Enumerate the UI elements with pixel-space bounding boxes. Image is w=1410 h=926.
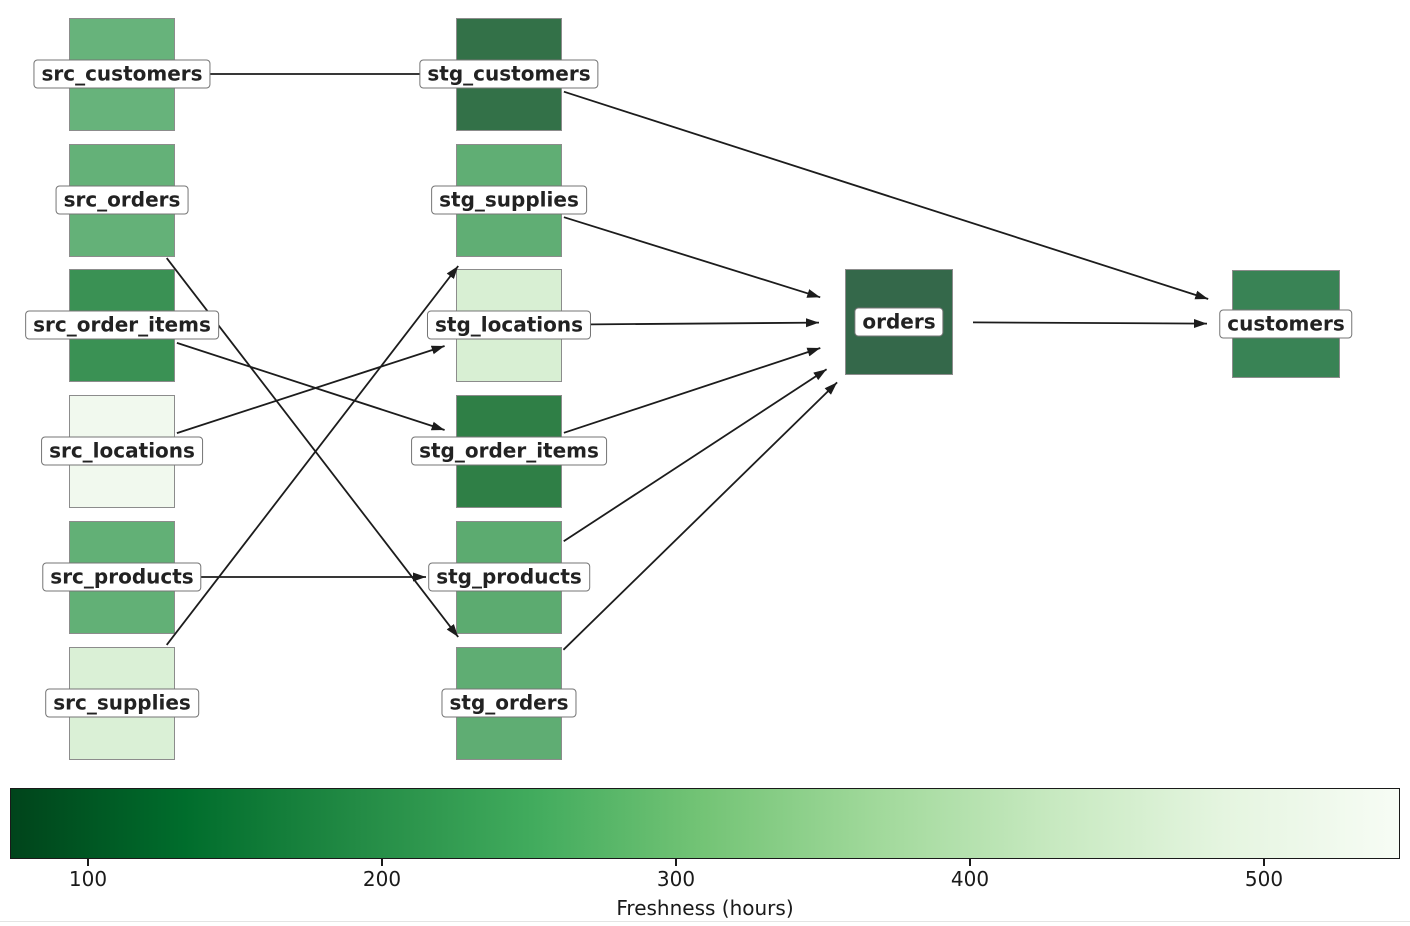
edge-stg_orders-orders — [562, 381, 838, 651]
edge-src_supplies-stg_supplies — [165, 265, 459, 646]
colorbar-tick — [675, 859, 677, 866]
colorbar-tick — [1263, 859, 1265, 866]
node-label-orders: orders — [854, 307, 944, 337]
edge-src_locations-stg_locations — [176, 345, 445, 434]
bottom-border — [0, 921, 1410, 922]
edge-stg_customers-customers — [563, 90, 1209, 300]
node-label-src_customers: src_customers — [33, 59, 211, 89]
colorbar-tick — [87, 859, 89, 866]
node-label-src_orders: src_orders — [55, 185, 189, 215]
node-label-src_products: src_products — [42, 562, 202, 592]
edge-stg_locations-orders — [563, 318, 820, 328]
colorbar-tick-label: 400 — [950, 867, 990, 891]
node-label-stg_supplies: stg_supplies — [431, 185, 587, 215]
edge-stg_products-orders — [563, 368, 828, 543]
edge-orders-customers — [972, 319, 1208, 329]
edge-src_order_items-stg_order_items — [176, 342, 445, 431]
node-label-stg_customers: stg_customers — [419, 59, 599, 89]
colorbar-tick-label: 500 — [1244, 867, 1284, 891]
node-label-src_order_items: src_order_items — [25, 310, 219, 340]
edge-stg_supplies-orders — [563, 216, 821, 299]
colorbar-tick — [381, 859, 383, 866]
node-label-stg_products: stg_products — [428, 562, 590, 592]
colorbar-axis-label: Freshness (hours) — [616, 896, 794, 920]
edge-stg_order_items-orders — [563, 347, 821, 434]
colorbar-gradient — [10, 788, 1400, 859]
colorbar-tick-label: 100 — [68, 867, 108, 891]
colorbar-tick — [969, 859, 971, 866]
colorbar-tick-label: 200 — [362, 867, 402, 891]
node-label-stg_orders: stg_orders — [441, 688, 577, 718]
node-label-src_supplies: src_supplies — [45, 688, 199, 718]
node-label-stg_locations: stg_locations — [426, 310, 592, 340]
edges-layer — [165, 69, 1209, 651]
node-label-src_locations: src_locations — [41, 436, 203, 466]
colorbar-tick-label: 300 — [656, 867, 696, 891]
node-label-customers: customers — [1219, 309, 1353, 339]
node-label-stg_order_items: stg_order_items — [411, 436, 607, 466]
